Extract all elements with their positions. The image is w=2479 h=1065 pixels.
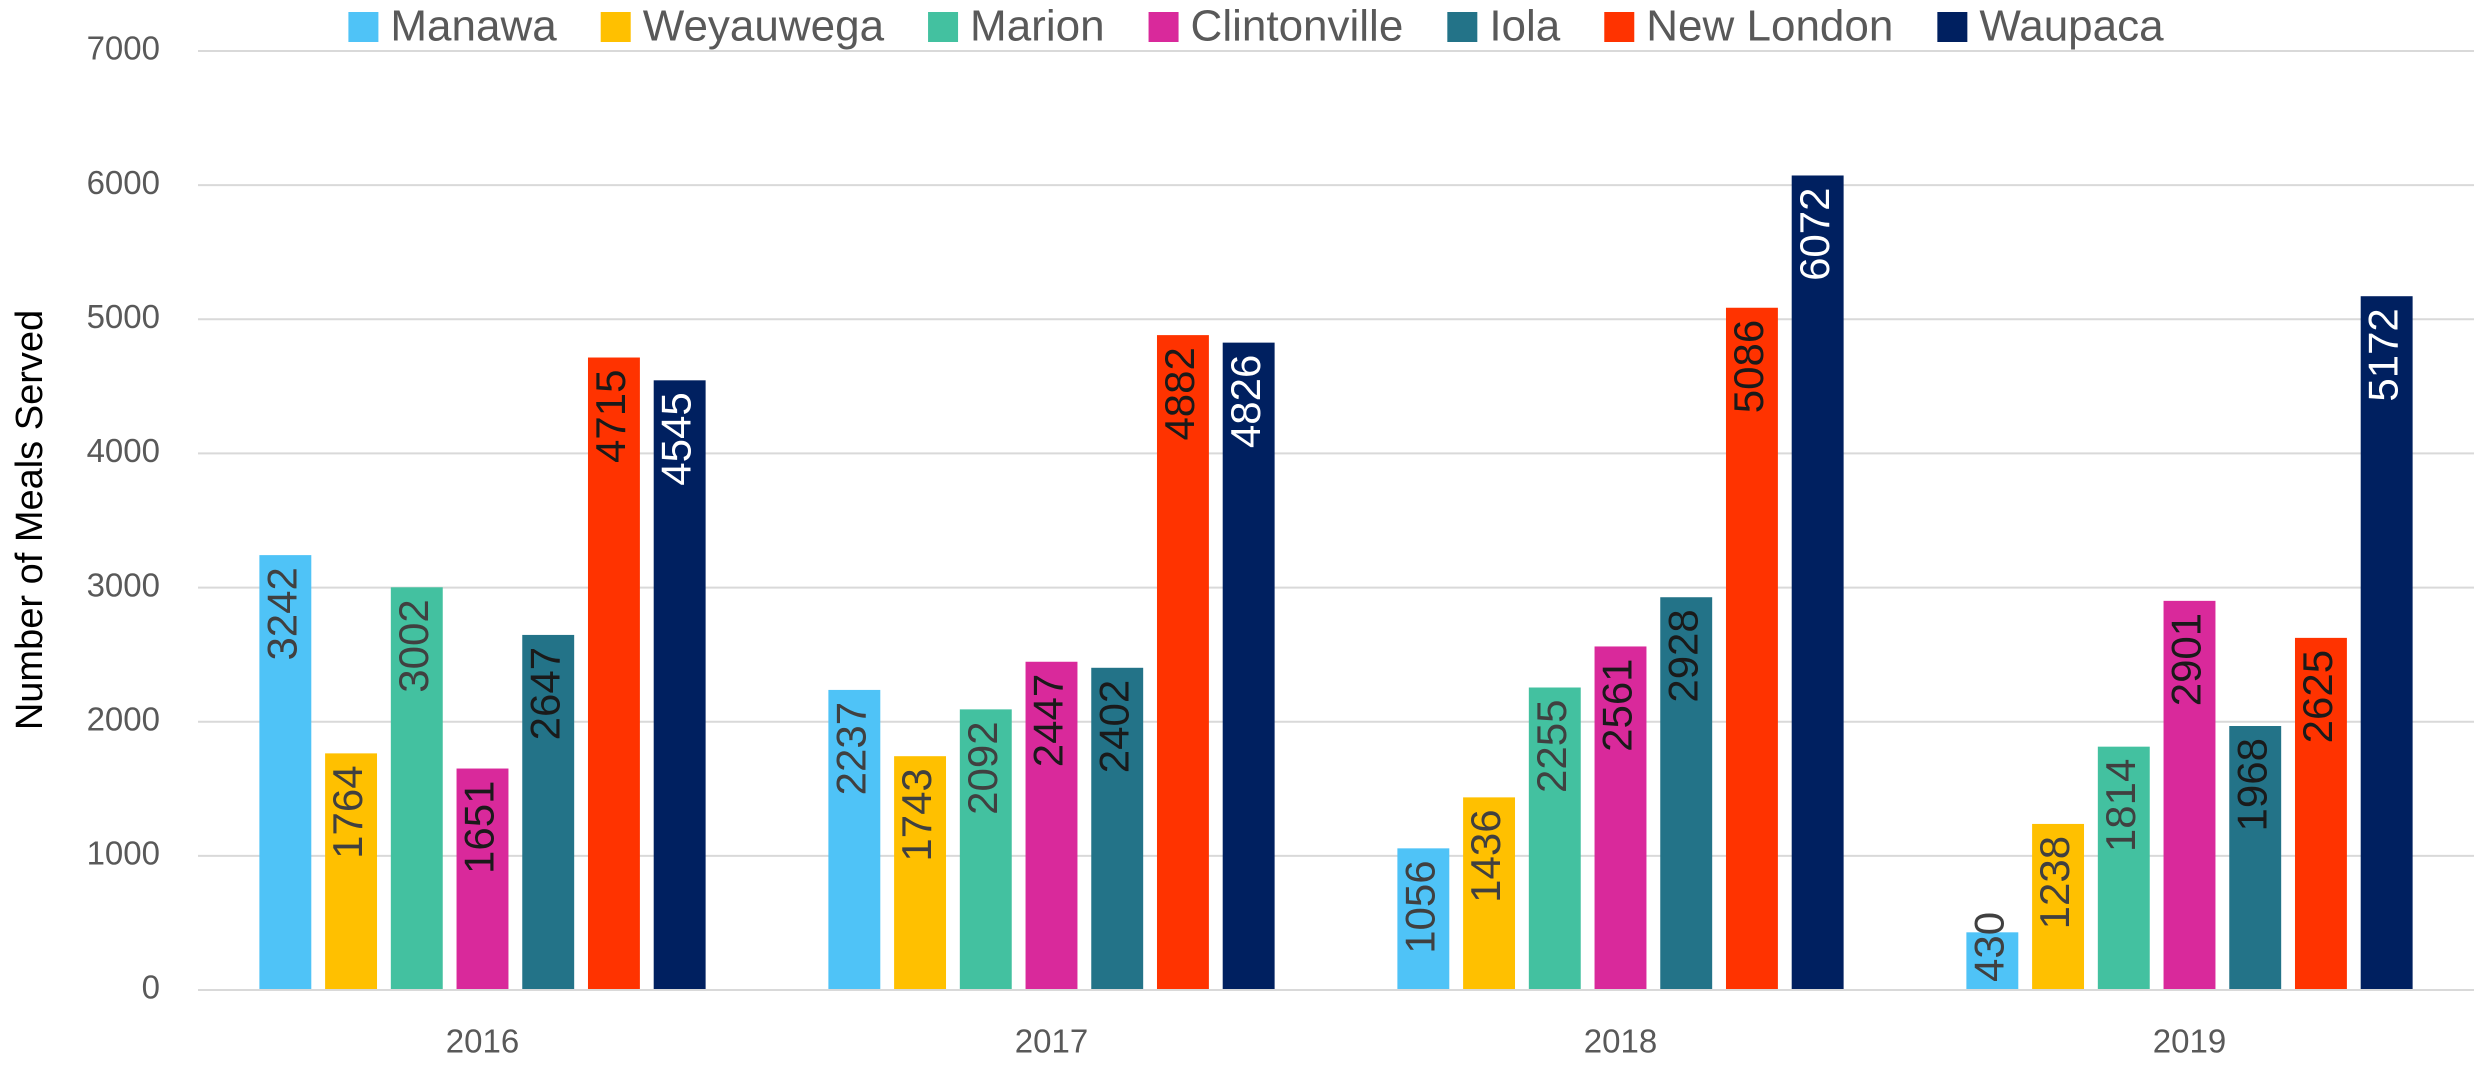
bar — [1091, 667, 1144, 990]
legend-label: Manawa — [390, 2, 557, 51]
bar — [456, 768, 509, 990]
data-label: 1436 — [1462, 809, 1509, 902]
data-label: 1764 — [324, 765, 371, 858]
legend-swatch — [1447, 12, 1478, 42]
y-tick-label: 5000 — [87, 298, 160, 335]
bar — [1594, 646, 1647, 990]
data-label: 4882 — [1156, 347, 1203, 440]
bar — [2163, 600, 2216, 990]
bar — [959, 709, 1012, 990]
y-tick-label: 3000 — [87, 566, 160, 603]
legend-swatch — [348, 12, 379, 42]
x-tick-label: 2017 — [1015, 1023, 1088, 1060]
data-label: 2901 — [2163, 613, 2210, 706]
data-label: 4715 — [587, 370, 634, 463]
y-tick-label: 0 — [142, 969, 160, 1006]
data-label: 2255 — [1528, 700, 1575, 793]
y-tick-label: 4000 — [87, 432, 160, 469]
bar — [1397, 848, 1450, 990]
bar — [1791, 175, 1844, 991]
data-label: 2402 — [1090, 680, 1137, 773]
data-label: 4826 — [1222, 355, 1269, 448]
x-tick-label: 2018 — [1584, 1023, 1657, 1060]
bar — [653, 380, 706, 991]
legend-label: Waupaca — [1979, 2, 2164, 51]
data-label: 2447 — [1025, 674, 1072, 767]
bar — [2360, 296, 2413, 990]
data-label: 2928 — [1659, 609, 1706, 702]
legend-swatch — [1148, 12, 1179, 42]
data-label: 2092 — [959, 721, 1006, 814]
data-label: 2625 — [2294, 650, 2341, 743]
bar — [894, 756, 947, 990]
data-label: 6072 — [1791, 187, 1838, 280]
y-tick-label: 7000 — [87, 30, 160, 67]
bar — [1463, 797, 1516, 990]
y-tick-label: 2000 — [87, 700, 160, 737]
data-label: 1056 — [1396, 860, 1443, 953]
bar — [2229, 726, 2282, 990]
legend-label: Weyauwega — [643, 2, 885, 51]
legend-label: Iola — [1489, 2, 1560, 51]
bar — [1725, 307, 1778, 991]
bar — [1025, 661, 1078, 990]
bar — [828, 689, 881, 990]
data-label: 430 — [1965, 912, 2012, 982]
legend-swatch — [1604, 12, 1635, 42]
legend-swatch — [1937, 12, 1968, 42]
data-label: 4545 — [653, 392, 700, 485]
data-label: 1238 — [2031, 836, 2078, 929]
bar — [259, 555, 312, 990]
data-label: 1968 — [2228, 738, 2275, 831]
data-label: 2237 — [827, 702, 874, 795]
data-label: 5172 — [2360, 308, 2407, 401]
y-axis-label: Number of Meals Served — [9, 310, 51, 730]
bar — [2097, 746, 2150, 990]
x-tick-label: 2016 — [446, 1023, 519, 1060]
bar — [1966, 932, 2019, 990]
data-label: 2647 — [521, 647, 568, 740]
bar — [1222, 342, 1275, 990]
bar — [2294, 637, 2347, 990]
data-label: 1743 — [893, 768, 940, 861]
data-label: 3242 — [258, 567, 305, 660]
legend-label: Marion — [970, 2, 1105, 51]
legend-swatch — [600, 12, 631, 42]
data-label: 1651 — [456, 781, 503, 874]
data-label: 1814 — [2097, 759, 2144, 852]
bar — [587, 357, 640, 990]
data-label: 3002 — [390, 599, 437, 692]
data-label: 2561 — [1594, 658, 1641, 751]
x-tick-label: 2019 — [2153, 1023, 2226, 1060]
legend-label: Clintonville — [1191, 2, 1404, 51]
legend-swatch — [928, 12, 959, 42]
bar — [2032, 823, 2085, 990]
y-tick-label: 1000 — [87, 835, 160, 872]
bar — [390, 587, 443, 990]
data-label: 5086 — [1725, 320, 1772, 413]
bar — [325, 753, 378, 990]
y-tick-label: 6000 — [87, 164, 160, 201]
bar — [1528, 687, 1581, 990]
legend-label: New London — [1646, 2, 1893, 51]
bar — [522, 634, 575, 990]
bar — [1156, 335, 1209, 990]
bar — [1660, 597, 1713, 990]
